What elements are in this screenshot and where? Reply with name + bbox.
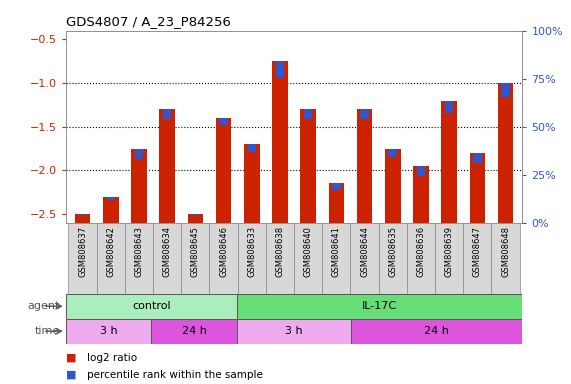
Bar <box>385 149 400 223</box>
Bar <box>463 223 492 294</box>
Text: time: time <box>35 326 60 336</box>
Bar <box>492 223 520 294</box>
Text: GSM808644: GSM808644 <box>360 226 369 277</box>
Bar <box>107 197 115 200</box>
Bar <box>135 149 143 159</box>
Bar <box>435 223 463 294</box>
Text: control: control <box>132 301 171 311</box>
Text: GSM808634: GSM808634 <box>163 226 172 277</box>
Bar <box>469 153 485 223</box>
Text: IL-17C: IL-17C <box>362 301 397 311</box>
Text: ■: ■ <box>66 370 76 380</box>
Text: GSM808645: GSM808645 <box>191 226 200 277</box>
Bar <box>219 118 228 125</box>
Bar <box>332 184 341 190</box>
Text: GSM808640: GSM808640 <box>304 226 313 277</box>
Text: GSM808648: GSM808648 <box>501 226 510 277</box>
Bar <box>360 109 369 119</box>
Text: GSM808637: GSM808637 <box>78 226 87 277</box>
Bar <box>237 319 351 344</box>
Bar <box>413 166 429 223</box>
Bar <box>163 109 171 119</box>
Bar <box>322 223 351 294</box>
Text: GSM808635: GSM808635 <box>388 226 397 277</box>
Text: GSM808633: GSM808633 <box>247 226 256 277</box>
Bar <box>244 144 260 223</box>
Bar <box>188 214 203 223</box>
Bar <box>379 223 407 294</box>
Text: GSM808639: GSM808639 <box>445 226 453 277</box>
Text: 3 h: 3 h <box>100 326 117 336</box>
Bar <box>78 214 87 215</box>
Bar <box>417 166 425 176</box>
Text: ■: ■ <box>66 353 76 363</box>
Text: GSM808638: GSM808638 <box>275 226 284 277</box>
Text: 3 h: 3 h <box>286 326 303 336</box>
Bar <box>75 214 90 223</box>
Text: GSM808641: GSM808641 <box>332 226 341 277</box>
Bar <box>445 101 453 113</box>
Text: GSM808647: GSM808647 <box>473 226 482 277</box>
Text: GDS4807 / A_23_P84256: GDS4807 / A_23_P84256 <box>66 15 231 28</box>
Bar <box>351 319 522 344</box>
Bar <box>304 109 312 119</box>
Bar <box>473 153 481 163</box>
Bar <box>247 144 256 152</box>
Bar <box>210 223 238 294</box>
Bar <box>328 184 344 223</box>
Bar <box>237 294 522 319</box>
Text: GSM808646: GSM808646 <box>219 226 228 277</box>
Bar <box>153 223 181 294</box>
Bar <box>151 319 237 344</box>
Bar <box>131 149 147 223</box>
Bar <box>501 83 510 96</box>
Bar <box>272 61 288 223</box>
Text: agent: agent <box>27 301 60 311</box>
Text: percentile rank within the sample: percentile rank within the sample <box>87 370 263 380</box>
Bar <box>276 61 284 78</box>
Bar <box>441 101 457 223</box>
Bar <box>388 149 397 157</box>
Text: 24 h: 24 h <box>182 326 207 336</box>
Bar <box>300 109 316 223</box>
Text: GSM808643: GSM808643 <box>135 226 143 277</box>
Text: 24 h: 24 h <box>424 326 449 336</box>
Bar <box>103 197 119 223</box>
Bar <box>266 223 294 294</box>
Bar <box>96 223 125 294</box>
Bar <box>66 319 151 344</box>
Bar <box>69 223 96 294</box>
Bar <box>407 223 435 294</box>
Text: GSM808642: GSM808642 <box>106 226 115 277</box>
Bar <box>216 118 231 223</box>
Bar <box>181 223 210 294</box>
Bar <box>66 294 237 319</box>
Bar <box>191 214 200 215</box>
Text: GSM808636: GSM808636 <box>416 226 425 277</box>
Bar <box>125 223 153 294</box>
Bar <box>351 223 379 294</box>
Bar <box>159 109 175 223</box>
Bar <box>294 223 322 294</box>
Bar <box>238 223 266 294</box>
Bar <box>498 83 513 223</box>
Bar <box>357 109 372 223</box>
Text: log2 ratio: log2 ratio <box>87 353 138 363</box>
